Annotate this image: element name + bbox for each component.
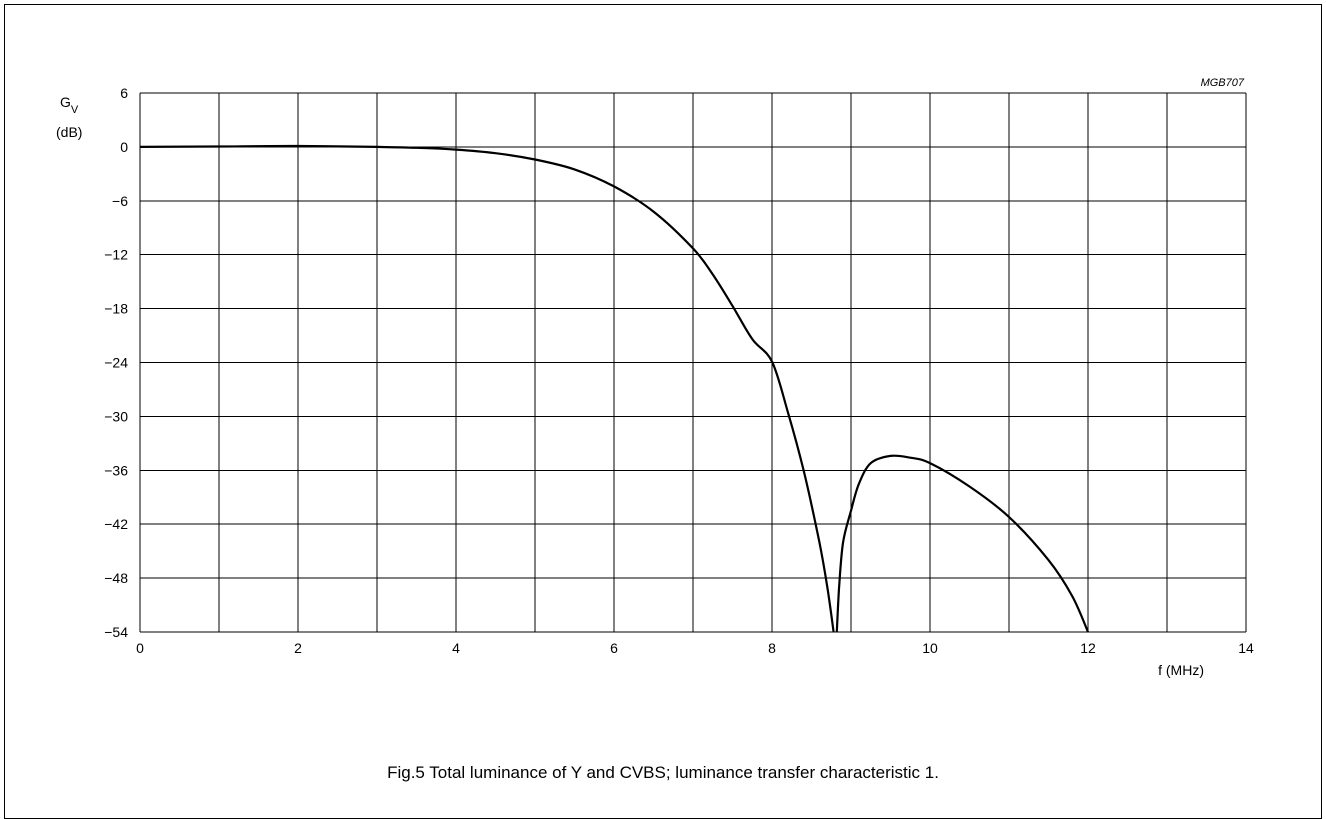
x-tick-label: 8 [768,640,776,656]
y-tick-label: −42 [104,516,128,532]
x-tick-label: 6 [610,640,618,656]
x-tick-label: 10 [922,640,938,656]
response-curve [139,144,1090,633]
y-axis-unit: (dB) [56,124,82,140]
y-tick-label: 0 [120,139,128,155]
y-tick-label: −12 [104,247,128,263]
response-curve-segment [139,144,835,633]
grid [139,92,1247,633]
x-tick-label: 14 [1238,640,1254,656]
y-tick-label: −48 [104,570,128,586]
y-tick-labels: 6 0 −6 −12 −18 −24 −30 −36 −42 −48 −54 [104,85,128,640]
x-tick-label: 2 [294,640,302,656]
x-tick-label: 12 [1080,640,1096,656]
x-tick-labels: 0 2 4 6 8 10 12 14 [136,640,1254,656]
y-tick-label: 6 [120,85,128,101]
x-tick-label: 4 [452,640,460,656]
y-axis-label-subscript: V [71,104,79,116]
figure-code: MGB707 [1201,77,1245,89]
figure-caption: Fig.5 Total luminance of Y and CVBS; lum… [387,763,939,782]
y-tick-label: −36 [104,462,128,478]
y-tick-label: −24 [104,355,128,371]
y-tick-label: −30 [104,408,128,424]
y-axis-label: GV [60,94,79,116]
y-tick-label: −54 [104,624,128,640]
y-tick-label: −6 [112,193,128,209]
x-axis-label: f (MHz) [1158,662,1204,678]
y-tick-label: −18 [104,301,128,317]
response-curve-segment [835,454,1090,633]
x-tick-label: 0 [136,640,144,656]
